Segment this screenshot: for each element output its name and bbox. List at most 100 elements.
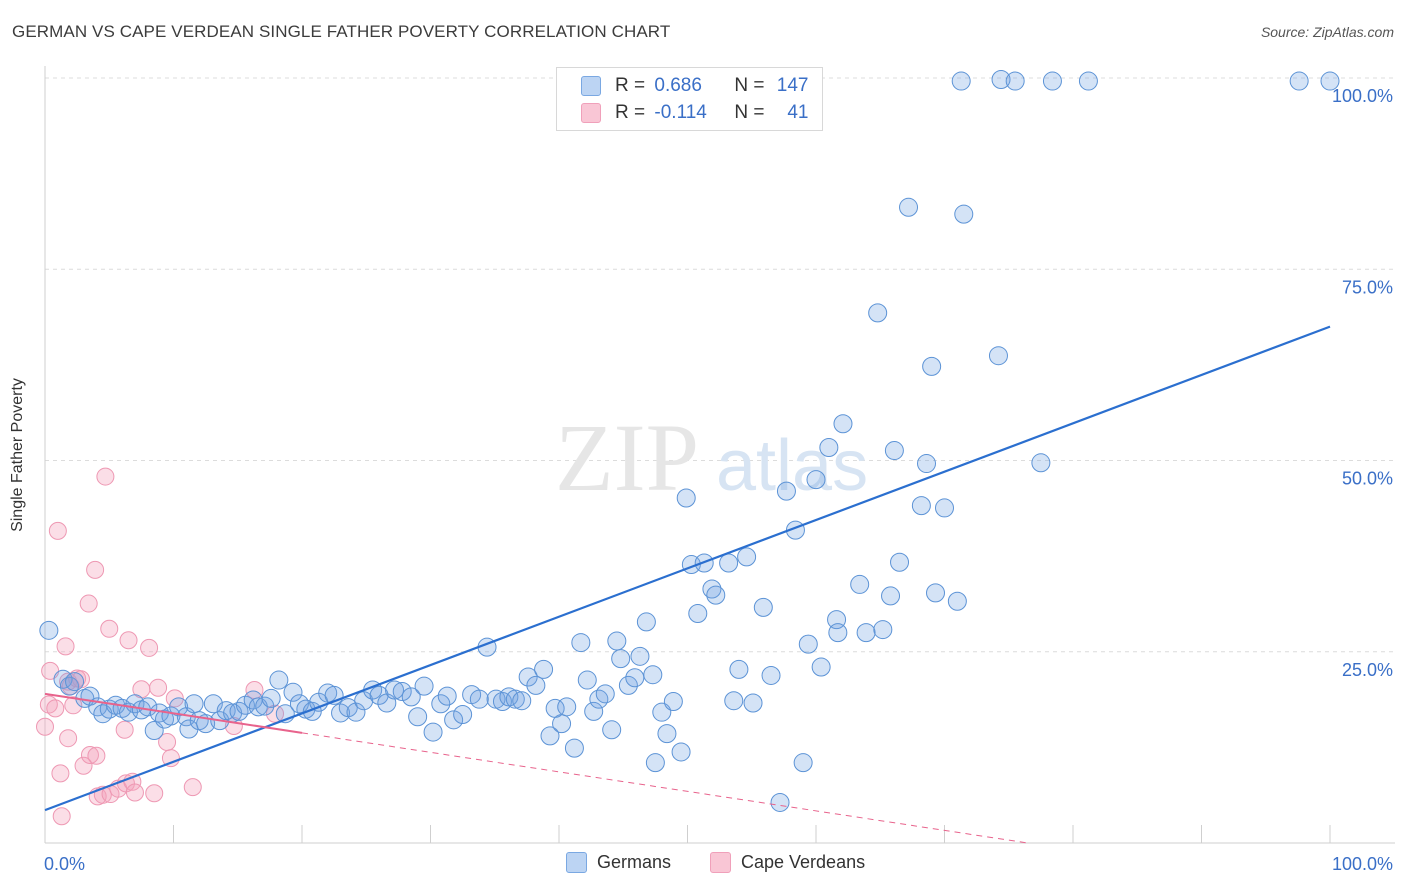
germans-point xyxy=(856,623,876,643)
germans-point xyxy=(926,583,946,603)
germans-point xyxy=(770,792,790,812)
cape-verdeans-point xyxy=(125,783,144,802)
stats-legend: R = 0.686 N = 147 R = -0.114 N = 41 xyxy=(556,67,823,131)
germans-point xyxy=(645,753,665,773)
cape-verdeans-point xyxy=(115,720,134,739)
cape-verdeans-point xyxy=(51,764,70,783)
y-tick-label: 25.0% xyxy=(1342,660,1393,680)
trend-lines xyxy=(44,325,1331,844)
germans-point xyxy=(261,688,281,708)
cape-verdeans-point xyxy=(149,678,168,697)
germans-point xyxy=(269,670,289,690)
germans-point xyxy=(423,722,443,742)
cape-trend-extension xyxy=(301,732,1028,844)
cape-verdeans-point xyxy=(161,749,180,768)
germans-point xyxy=(414,676,434,696)
germans-point xyxy=(793,753,813,773)
cape-verdeans-point xyxy=(79,594,98,613)
germans-point xyxy=(899,197,919,217)
y-axis-label: Single Father Poverty xyxy=(9,378,26,532)
germans-point xyxy=(688,604,708,623)
bottom-label-germans: Germans xyxy=(597,852,672,872)
germans-point xyxy=(806,470,826,490)
bottom-legend-germans: Germans xyxy=(566,852,671,873)
germans-point xyxy=(917,454,937,474)
bottom-swatch-cape xyxy=(710,852,731,873)
cape-verdeans-point xyxy=(183,778,202,797)
germans-point xyxy=(392,682,412,702)
germans-point xyxy=(534,659,554,679)
germans-point xyxy=(873,620,893,640)
germans-point xyxy=(526,675,546,695)
germans-point xyxy=(671,742,691,762)
germans-point xyxy=(437,686,457,706)
cape-verdeans-points xyxy=(36,467,285,826)
legend-n-value-cape: 41 xyxy=(787,102,809,123)
germans-point xyxy=(922,356,942,376)
germans-point xyxy=(611,649,631,669)
germans-trend-line xyxy=(44,325,1331,812)
legend-r-value-germans: 0.686 xyxy=(654,75,702,96)
cape-verdeans-point xyxy=(123,772,142,791)
germans-point xyxy=(1005,71,1025,91)
germans-point xyxy=(625,668,645,688)
y-tick-label: 100.0% xyxy=(1332,86,1393,106)
cape-verdeans-point xyxy=(74,756,93,775)
germans-point xyxy=(540,726,560,746)
legend-n-value-germans: 147 xyxy=(776,75,809,96)
germans-point xyxy=(636,612,656,632)
germans-point xyxy=(512,691,532,711)
germans-point xyxy=(469,689,489,709)
germans-point xyxy=(401,687,421,707)
germans-point xyxy=(657,724,677,744)
germans-point xyxy=(643,665,663,685)
germans-point xyxy=(346,702,366,722)
germans-point xyxy=(776,481,796,501)
y-tick-label: 50.0% xyxy=(1342,469,1393,489)
germans-point xyxy=(1289,71,1309,91)
germans-point xyxy=(833,414,853,434)
chart-title: GERMAN VS CAPE VERDEAN SINGLE FATHER POV… xyxy=(12,22,671,41)
germans-point xyxy=(706,585,726,605)
germans-point xyxy=(369,685,389,705)
germans-point xyxy=(819,437,839,457)
legend-r-label-2: R = xyxy=(615,102,646,123)
germans-point xyxy=(1320,71,1340,91)
germans-point xyxy=(737,547,757,567)
cape-verdeans-point xyxy=(52,807,71,826)
bottom-swatch-germans xyxy=(566,852,587,873)
germans-point xyxy=(283,682,303,702)
germans-point xyxy=(828,623,848,643)
cape-verdeans-point xyxy=(80,746,99,765)
germans-point xyxy=(39,620,59,640)
legend-r-value-cape: -0.114 xyxy=(654,102,707,123)
cape-verdeans-point xyxy=(36,717,54,736)
cape-verdeans-point xyxy=(59,729,78,748)
germans-point xyxy=(453,704,473,724)
germans-point xyxy=(850,574,870,594)
germans-point xyxy=(991,70,1011,90)
cape-verdeans-point xyxy=(266,704,285,723)
germans-point xyxy=(1078,71,1098,91)
legend-n-label-2: N = xyxy=(734,102,765,123)
cape-verdeans-point xyxy=(64,696,83,715)
germans-point xyxy=(607,631,627,651)
x-tick-label: 0.0% xyxy=(44,854,85,874)
cape-verdeans-point xyxy=(86,560,105,579)
germans-point xyxy=(184,694,204,714)
germans-point xyxy=(947,591,967,611)
germans-point xyxy=(577,670,597,690)
cape-verdeans-point xyxy=(96,467,115,486)
germans-point xyxy=(385,680,405,700)
germans-point xyxy=(881,586,901,606)
germans-point xyxy=(444,710,464,730)
germans-point xyxy=(743,693,763,713)
cape-verdeans-point xyxy=(119,631,138,650)
germans-point xyxy=(702,579,722,599)
germans-point xyxy=(630,646,650,666)
germans-point xyxy=(719,553,739,573)
germans-point xyxy=(1042,71,1062,91)
germans-point xyxy=(724,691,744,711)
germans-point xyxy=(505,689,525,709)
